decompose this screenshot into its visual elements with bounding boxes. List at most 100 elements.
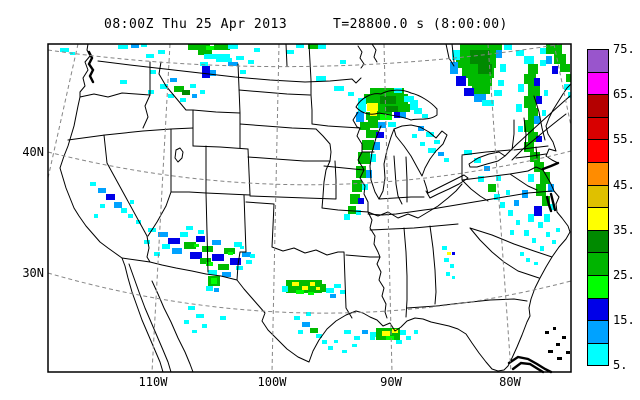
radar-echo xyxy=(228,252,233,255)
radar-echo xyxy=(204,54,230,59)
radar-echo xyxy=(520,252,524,256)
radar-echo xyxy=(376,132,384,138)
radar-echo xyxy=(318,44,326,49)
radar-echo xyxy=(240,246,244,249)
radar-echo xyxy=(194,244,199,247)
lake-superior xyxy=(355,89,438,121)
radar-echo xyxy=(206,286,213,291)
radar-echo xyxy=(326,288,334,293)
long-island xyxy=(541,161,560,171)
radar-echo xyxy=(198,50,212,55)
radar-echo xyxy=(540,172,550,184)
radar-echo xyxy=(540,48,546,54)
radar-echo xyxy=(222,272,231,277)
mexico-mainland-coast xyxy=(151,280,194,373)
radar-echo xyxy=(530,152,540,162)
radar-echo xyxy=(370,154,376,162)
radar-echo xyxy=(536,136,542,142)
radar-echo xyxy=(538,222,543,228)
radar-echo xyxy=(114,202,122,208)
radar-echo xyxy=(426,132,434,137)
radar-echo xyxy=(370,336,375,340)
radar-echo xyxy=(168,94,174,98)
lon-tick-label: 100W xyxy=(257,375,287,389)
radar-echo xyxy=(316,287,321,290)
radar-echo xyxy=(568,92,571,98)
radar-echo xyxy=(236,56,244,60)
radar-echo xyxy=(478,64,492,74)
radar-echo xyxy=(560,64,570,72)
colorbar-cell xyxy=(587,49,609,73)
radar-echo xyxy=(286,50,294,54)
radar-echo xyxy=(362,330,368,334)
colorbar-cell xyxy=(587,162,609,186)
colorbar-tick-label: 75. xyxy=(613,42,635,56)
radar-echo xyxy=(474,158,481,163)
lake-erie xyxy=(423,174,469,199)
radar-echo xyxy=(184,242,196,249)
radar-echo xyxy=(444,258,449,262)
radar-echo xyxy=(386,336,394,340)
radar-echo xyxy=(442,246,447,250)
radar-echo xyxy=(536,96,542,104)
radar-echo xyxy=(340,290,346,294)
cuba xyxy=(507,355,553,374)
radar-echo xyxy=(188,44,210,50)
radar-echo xyxy=(518,84,524,92)
radar-echo xyxy=(158,50,165,54)
radar-echo xyxy=(358,98,366,112)
radar-echo xyxy=(438,152,444,156)
radar-echo xyxy=(540,60,546,66)
radar-echo xyxy=(400,112,406,118)
radar-echo xyxy=(370,332,376,337)
radar-echo xyxy=(306,312,311,316)
radar-echo xyxy=(206,46,216,50)
radar-echo xyxy=(190,252,202,259)
radar-echo xyxy=(500,64,506,72)
radar-echo xyxy=(506,190,510,195)
radar-echo xyxy=(250,254,255,258)
radar-echo xyxy=(214,288,219,292)
canada-border xyxy=(97,60,362,84)
radar-echo xyxy=(510,230,514,235)
radar-echo xyxy=(206,262,213,266)
colorbar-tick-label: 5. xyxy=(613,358,628,373)
radar-echo xyxy=(212,254,224,261)
radar-echo xyxy=(498,80,504,86)
title-time-counter: T=28800.0 s (8:00:00) xyxy=(333,17,508,32)
map-frame xyxy=(47,43,572,373)
colorbar-cell xyxy=(587,184,609,209)
lon-tick-label: 80W xyxy=(499,375,521,389)
radar-echo xyxy=(350,194,360,204)
colorbar-tick-label: 25. xyxy=(613,268,635,282)
radar-echo xyxy=(296,290,304,294)
radar-echo xyxy=(356,112,364,122)
radar-echo xyxy=(394,112,402,118)
radar-echo xyxy=(94,214,98,218)
colorbar-cell xyxy=(587,94,609,118)
radar-echo xyxy=(348,92,354,96)
radar-echo xyxy=(556,228,560,232)
radar-echo xyxy=(544,214,550,222)
radar-echo xyxy=(358,198,364,204)
radar-echo xyxy=(362,140,374,150)
gridline-80w xyxy=(487,43,512,373)
colorbar-tick-label: 35. xyxy=(613,222,635,237)
colorbar-tick-label: 15. xyxy=(613,313,635,328)
radar-echo xyxy=(322,340,327,344)
radar-echo xyxy=(246,260,252,264)
radar-echo xyxy=(168,238,180,244)
radar-echo xyxy=(388,122,396,127)
radar-echo xyxy=(554,54,566,64)
radar-echo xyxy=(374,142,380,150)
lake-huron xyxy=(393,124,448,177)
radar-echo xyxy=(150,70,156,74)
radar-echo xyxy=(472,86,490,94)
radar-echo xyxy=(400,330,406,335)
radar-echo xyxy=(302,322,310,327)
colorbar-tick-label: 45. xyxy=(613,177,635,192)
radar-echo xyxy=(196,236,205,242)
radar-echo xyxy=(450,264,454,268)
radar-echo xyxy=(180,98,186,102)
st-lawrence-south-bank xyxy=(511,113,567,161)
